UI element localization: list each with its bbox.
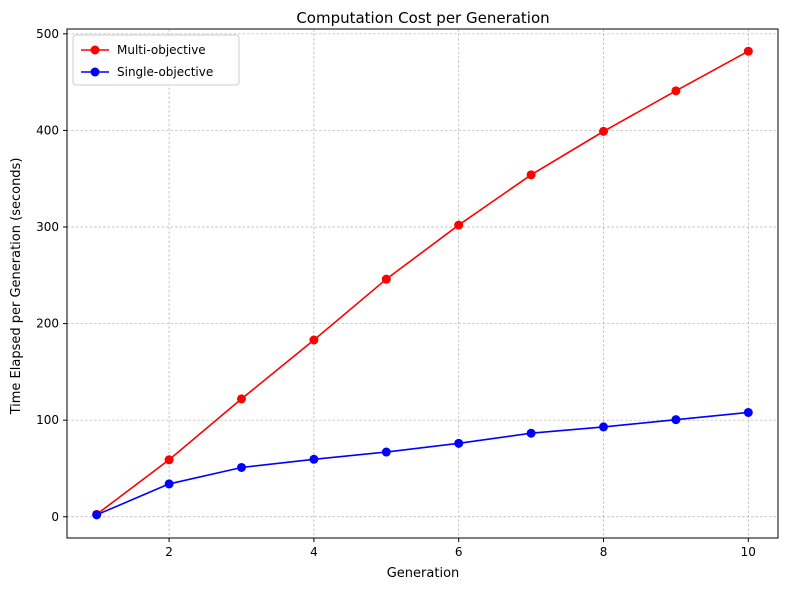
legend-entry: Multi-objective [81, 43, 206, 57]
data-point-multi-objective [599, 126, 609, 136]
axes [66, 28, 779, 539]
grid [67, 29, 778, 538]
data-point-multi-objective [526, 170, 536, 180]
x-tick-label: 2 [165, 545, 173, 559]
legend-marker [90, 67, 100, 77]
x-axis-label: Generation [387, 566, 460, 581]
legend-label: Multi-objective [117, 43, 206, 57]
legend-marker [90, 45, 100, 55]
data-point-single-objective [671, 415, 681, 425]
data-point-multi-objective [309, 335, 319, 345]
series-multi-objective [92, 46, 753, 519]
data-point-multi-objective [164, 455, 174, 465]
data-point-single-objective [164, 479, 174, 489]
data-point-single-objective [454, 438, 464, 448]
chart-title: Computation Cost per Generation [296, 9, 549, 27]
x-tick-label: 4 [310, 545, 318, 559]
y-ticks: 0 100 200 300 400 500 [36, 27, 67, 524]
x-tick-label: 6 [455, 545, 463, 559]
legend-box [72, 34, 240, 86]
data-point-single-objective [236, 462, 246, 472]
legend-entry: Single-objective [81, 65, 213, 79]
data-point-multi-objective [454, 220, 464, 230]
data-point-single-objective [526, 428, 536, 438]
data-point-multi-objective [671, 86, 681, 96]
y-tick-label: 200 [36, 317, 59, 331]
series-line-multi-objective [96, 50, 749, 515]
data-point-multi-objective [381, 274, 391, 284]
y-tick-label: 0 [51, 510, 59, 524]
data-point-single-objective [743, 407, 753, 417]
legend-label: Single-objective [117, 65, 213, 79]
y-tick-label: 300 [36, 220, 59, 234]
series-single-objective [92, 407, 753, 520]
series-line-single-objective [96, 411, 749, 516]
y-tick-label: 500 [36, 27, 59, 41]
x-tick-label: 8 [600, 545, 608, 559]
data-point-single-objective [381, 447, 391, 457]
y-tick-label: 100 [36, 413, 59, 427]
series-layer [92, 46, 753, 520]
plot-frame [66, 28, 779, 539]
x-ticks: 2 4 6 8 10 [165, 538, 756, 559]
y-tick-label: 400 [36, 123, 59, 137]
data-point-single-objective [92, 510, 102, 520]
y-axis-label: Time Elapsed per Generation (seconds) [9, 158, 24, 416]
data-point-single-objective [309, 454, 319, 464]
legend: Multi-objective Single-objective [72, 34, 240, 86]
x-tick-label: 10 [741, 545, 756, 559]
data-point-single-objective [599, 422, 609, 432]
data-point-multi-objective [743, 46, 753, 56]
data-point-multi-objective [236, 394, 246, 404]
